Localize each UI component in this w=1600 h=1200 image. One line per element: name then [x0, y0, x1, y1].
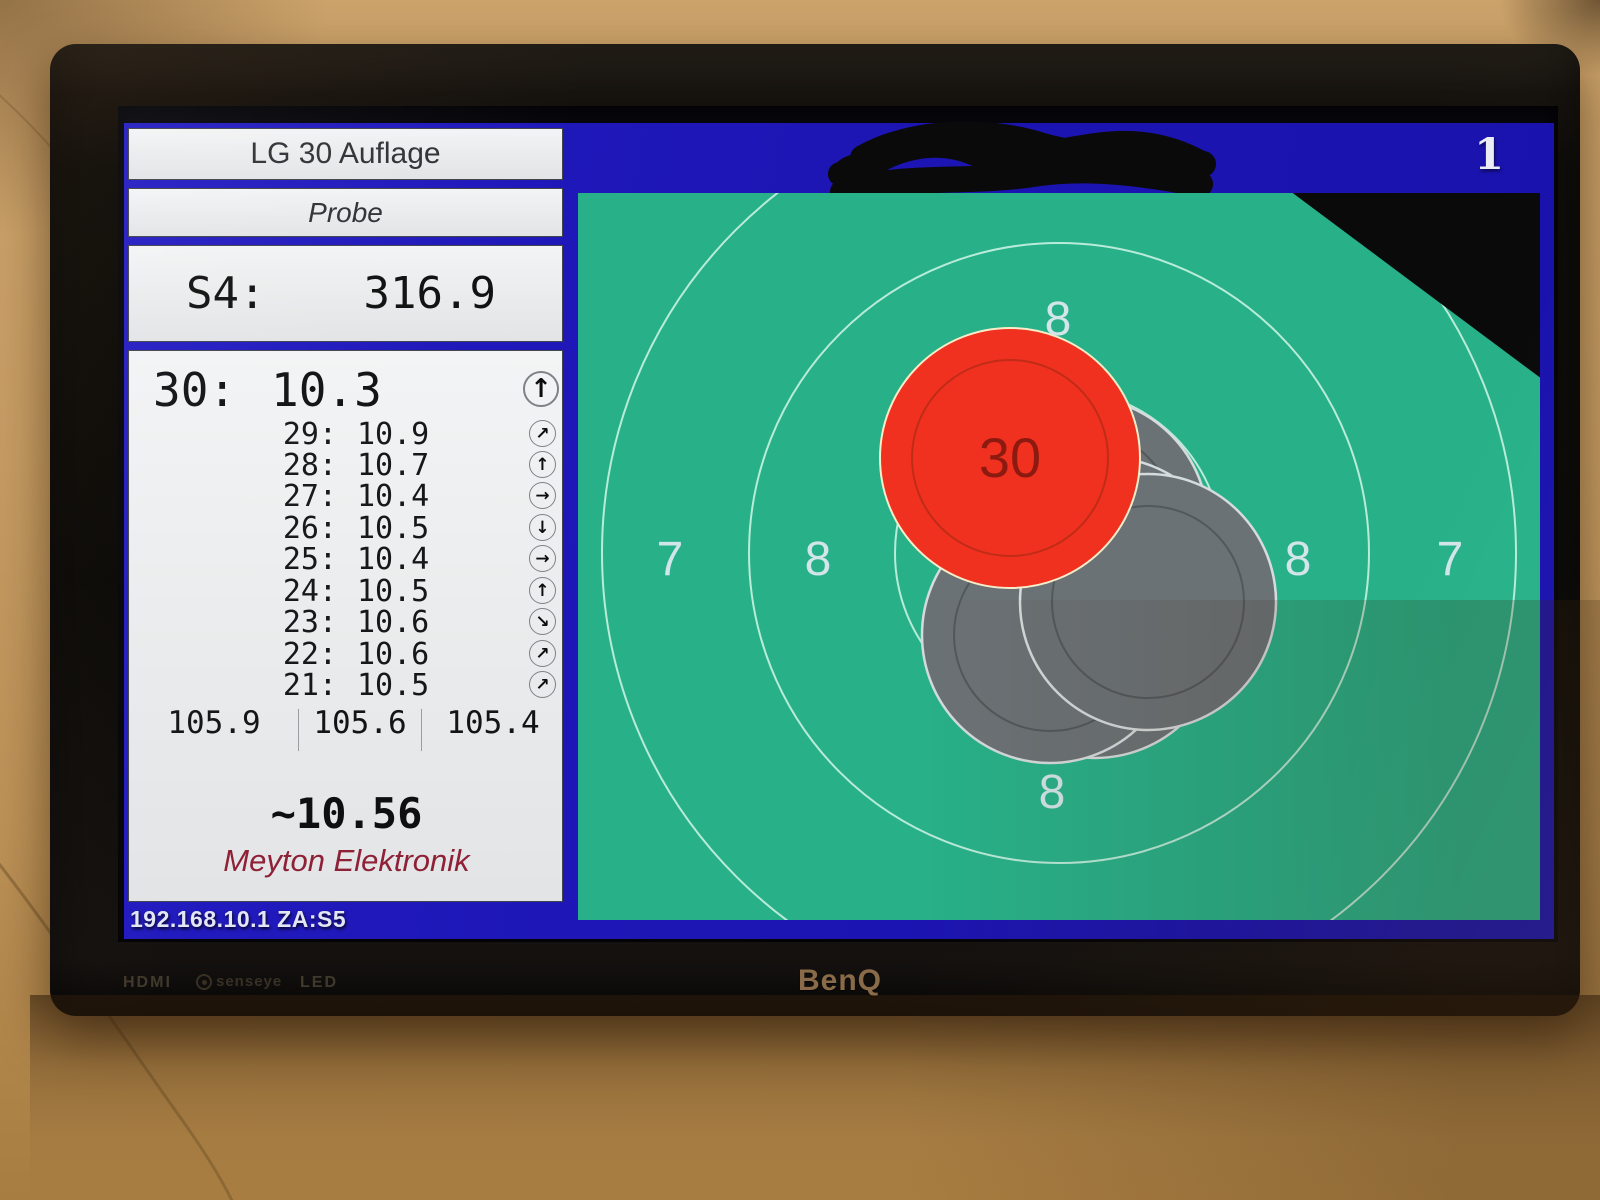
shot-number: 24:	[282, 574, 337, 609]
current-shot-row: 30: 10.3 ↑	[129, 363, 564, 417]
direction-up-right-icon: ↗	[529, 420, 556, 447]
direction-down-icon: ↓	[529, 514, 556, 541]
direction-right-icon: →	[529, 545, 556, 572]
redaction-scribble	[828, 121, 1216, 212]
ring-label: 7	[657, 533, 684, 586]
direction-right-icon: →	[529, 482, 556, 509]
shot-number: 28:	[282, 448, 337, 483]
direction-up-icon: ↑	[529, 451, 556, 478]
shot-list-panel: 30: 10.3 ↑ 29: 10.9 ↗ 28: 10.7 ↑ 27: 10.…	[128, 350, 563, 902]
target-ring-6	[601, 193, 1517, 920]
arrow-glyph: ↑	[535, 580, 550, 601]
shot-row: 29: 10.9 ↗	[129, 417, 564, 452]
direction-up-right-icon: ↗	[529, 640, 556, 667]
ring-label: 8	[1045, 293, 1072, 346]
shot-number: 21:	[282, 668, 337, 703]
arrow-glyph: ↓	[535, 517, 550, 538]
arrow-glyph: ↗	[535, 423, 550, 444]
arrow-glyph: ↗	[535, 674, 550, 695]
shot-value: 10.6	[357, 637, 430, 672]
shot-value: 10.6	[357, 605, 430, 640]
mode-header: Probe	[128, 188, 563, 237]
shot-number: 29:	[282, 417, 337, 452]
current-shot-value: 10.3	[271, 363, 382, 417]
ring-label: 8	[1039, 766, 1066, 819]
current-shot-marker: 30	[879, 327, 1141, 589]
series-total-panel: S4: 316.9	[128, 245, 563, 342]
led-label: LED	[300, 974, 338, 991]
shot-number: 22:	[282, 637, 337, 672]
series-sums-row: 105.9 105.6 105.4	[129, 703, 564, 751]
status-bar: 192.168.10.1 ZA:S5	[130, 906, 347, 932]
shot-value: 10.5	[357, 574, 430, 609]
eye-icon	[196, 973, 212, 990]
arrow-glyph: ↗	[535, 643, 550, 664]
direction-up-icon: ↑	[523, 371, 559, 407]
discipline-header: LG 30 Auflage	[128, 128, 563, 180]
senseye-logo: senseye	[196, 973, 282, 990]
arrow-glyph: ↘	[535, 611, 550, 632]
shot-value: 10.4	[357, 479, 430, 514]
shot-value: 10.4	[357, 542, 430, 577]
sum-divider	[421, 709, 422, 751]
target-display: 30 7 8 8 7 8 8	[578, 193, 1540, 920]
arrow-glyph: →	[535, 485, 550, 506]
shot-number: 26:	[282, 511, 337, 546]
current-shot-label: 30	[979, 426, 1041, 489]
shot-row: 25: 10.4 →	[129, 542, 564, 577]
shot-row: 28: 10.7 ↑	[129, 448, 564, 483]
senseye-label: senseye	[216, 973, 283, 990]
series-sum: 105.9	[167, 705, 261, 741]
shot-row: 27: 10.4 →	[129, 479, 564, 514]
series-label: S4:	[186, 268, 266, 319]
shot-value: 10.5	[357, 668, 430, 703]
direction-down-right-icon: ↘	[529, 608, 556, 635]
ring-label: 8	[1285, 533, 1312, 586]
shot-row: 26: 10.5 ↓	[129, 511, 564, 546]
ring-labels: 7 8 8 7 8 8	[657, 293, 1464, 819]
arrow-glyph: →	[535, 548, 550, 569]
shot-value: 10.9	[357, 417, 430, 452]
mode-label: Probe	[308, 196, 383, 228]
target-corner-cutout	[1292, 193, 1540, 378]
arrow-glyph: ↑	[535, 454, 550, 475]
arrow-glyph: ↑	[530, 374, 552, 404]
average-score: ~10.56	[270, 789, 423, 838]
sum-divider	[298, 709, 299, 751]
series-sum: 105.6	[313, 705, 407, 741]
ring-label: 8	[805, 533, 832, 586]
shot-value: 10.5	[357, 511, 430, 546]
shot-number: 25:	[282, 542, 337, 577]
series-total-value: 316.9	[363, 268, 496, 319]
series-sum: 105.4	[446, 705, 540, 741]
shot-row: 24: 10.5 ↑	[129, 574, 564, 609]
target-graphic: 30 7 8 8 7 8 8	[601, 193, 1540, 920]
shot-number: 27:	[282, 479, 337, 514]
target-ring-7	[748, 242, 1370, 864]
wall-shadow	[30, 995, 1600, 1200]
shot-number: 23:	[282, 605, 337, 640]
monitor-brand-logo: BenQ	[798, 964, 883, 997]
wall-shadow	[900, 600, 1600, 1200]
direction-up-icon: ↑	[529, 577, 556, 604]
direction-up-right-icon: ↗	[529, 671, 556, 698]
vendor-logo-text: Meyton Elektronik	[223, 843, 470, 878]
current-shot-number: 30:	[153, 363, 237, 417]
shot-row: 21: 10.5 ↗	[129, 668, 564, 703]
hdmi-label: HDMI	[123, 974, 172, 991]
shot-row: 22: 10.6 ↗	[129, 637, 564, 672]
discipline-label: LG 30 Auflage	[250, 137, 441, 170]
shot-row: 23: 10.6 ↘	[129, 605, 564, 640]
shot-value: 10.7	[357, 448, 430, 483]
ring-label: 7	[1437, 533, 1464, 586]
lane-number: 1	[1474, 130, 1504, 180]
